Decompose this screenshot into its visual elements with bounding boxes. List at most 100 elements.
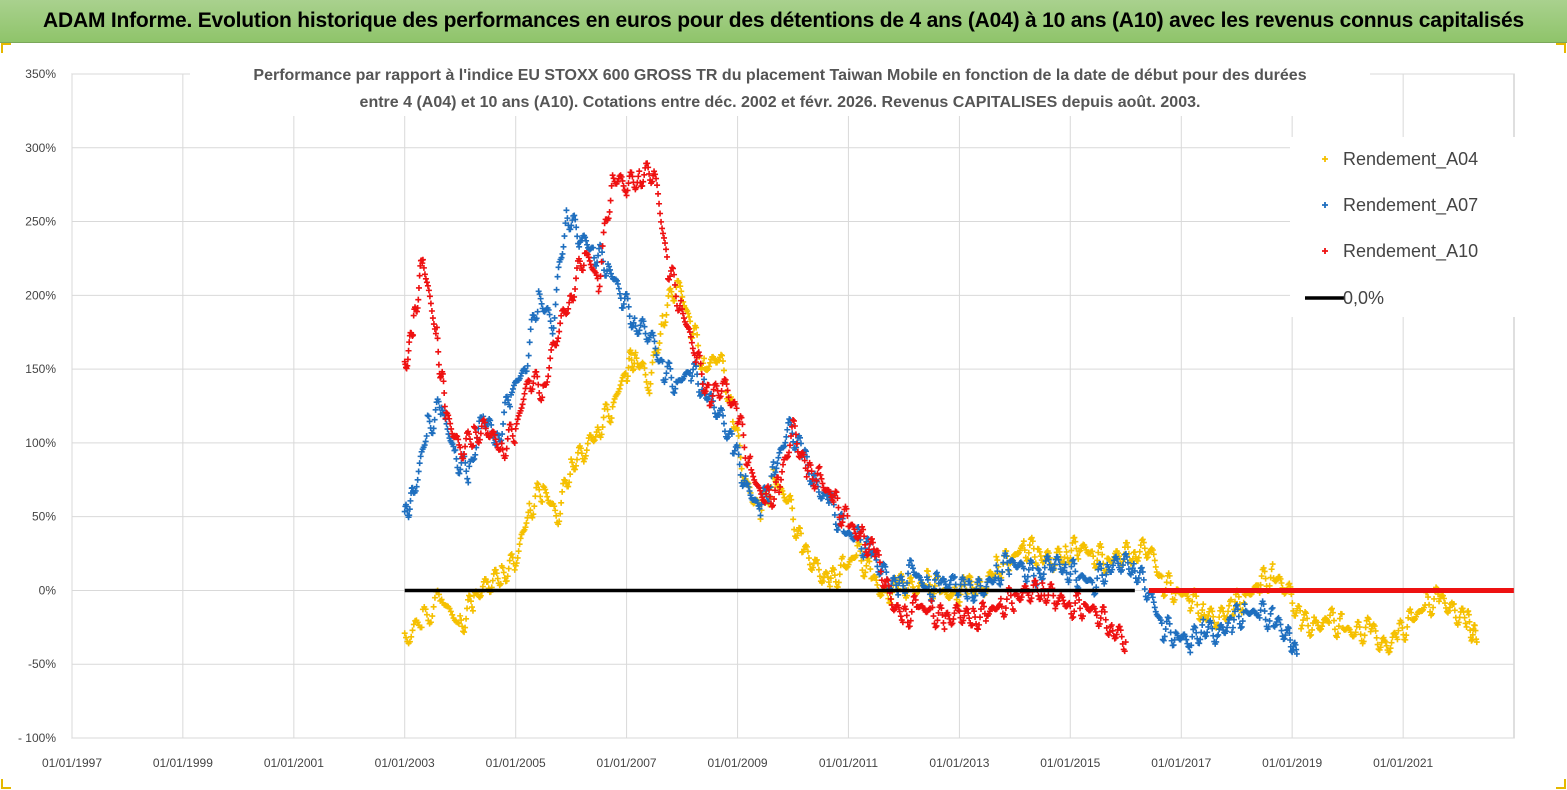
data-point [1113, 631, 1120, 638]
data-point [419, 256, 426, 263]
data-point [573, 462, 580, 469]
data-point [656, 200, 663, 207]
data-point [552, 301, 559, 308]
data-point [539, 498, 546, 505]
data-point [830, 566, 837, 573]
data-point [523, 520, 530, 527]
data-point [707, 402, 714, 409]
legend-label: Rendement_A04 [1343, 149, 1478, 170]
data-point [812, 483, 819, 490]
data-point [1200, 601, 1207, 608]
data-point [540, 483, 547, 490]
data-point [578, 450, 585, 457]
chart-title-line-1: Performance par rapport à l'indice EU ST… [253, 67, 1306, 84]
data-point [462, 459, 469, 466]
data-point [765, 483, 772, 490]
data-point [502, 452, 509, 459]
data-point [1025, 592, 1032, 599]
data-point [438, 404, 445, 411]
data-point [573, 265, 580, 272]
data-point [817, 471, 824, 478]
data-point [896, 580, 903, 587]
data-point [884, 577, 891, 584]
data-point [941, 626, 948, 633]
data-point [836, 514, 843, 521]
y-tick-label: 0% [39, 583, 57, 597]
data-point [574, 233, 581, 240]
data-point [427, 300, 434, 307]
data-point [630, 319, 637, 326]
data-point [907, 557, 914, 564]
data-point [806, 561, 813, 568]
data-point [640, 318, 647, 325]
data-point [1006, 571, 1013, 578]
data-point [883, 569, 890, 576]
data-point [673, 293, 680, 300]
data-point [556, 328, 563, 335]
data-point [538, 300, 545, 307]
data-point [1403, 632, 1410, 639]
data-point [687, 333, 694, 340]
data-point [577, 445, 584, 452]
data-point [609, 172, 616, 179]
data-point [1036, 548, 1043, 555]
data-point [558, 254, 565, 261]
data-point [1097, 560, 1104, 567]
data-point [1229, 629, 1236, 636]
data-point [1117, 627, 1124, 634]
data-point [414, 304, 421, 311]
data-point [649, 178, 656, 185]
data-point [617, 382, 624, 389]
data-point [998, 577, 1005, 584]
data-point [1238, 623, 1245, 630]
data-point [620, 301, 627, 308]
x-tick-label: 01/01/2015 [1040, 756, 1100, 770]
data-point [663, 370, 670, 377]
data-point [1269, 561, 1276, 568]
data-point [1025, 566, 1032, 573]
data-point [565, 483, 572, 490]
data-point [511, 439, 518, 446]
data-point [417, 453, 424, 460]
data-point [566, 299, 573, 306]
data-point [971, 597, 978, 604]
data-point [504, 573, 511, 580]
data-point [1362, 624, 1369, 631]
data-point [414, 476, 421, 483]
data-point [415, 284, 422, 291]
data-point [518, 405, 525, 412]
data-point [717, 393, 724, 400]
x-tick-label: 01/01/2007 [597, 756, 657, 770]
data-point [743, 480, 750, 487]
data-point [1094, 557, 1101, 564]
data-point [500, 569, 507, 576]
data-point [1357, 631, 1364, 638]
data-point [679, 293, 686, 300]
data-point [547, 355, 554, 362]
data-point [1260, 601, 1267, 608]
data-point [533, 368, 540, 375]
data-point [626, 313, 633, 320]
data-point [690, 366, 697, 373]
data-point [1149, 547, 1156, 554]
data-point [435, 398, 442, 405]
data-point [446, 415, 453, 422]
data-point [745, 459, 752, 466]
data-point [903, 612, 910, 619]
data-point [1441, 600, 1448, 607]
data-point [553, 512, 560, 519]
data-point [1144, 554, 1151, 561]
data-point [538, 397, 545, 404]
data-point [1278, 579, 1285, 586]
data-point [955, 591, 962, 598]
data-point [514, 416, 521, 423]
data-point [524, 362, 531, 369]
data-point [756, 505, 763, 512]
data-point [461, 629, 468, 636]
data-point [629, 173, 636, 180]
data-point [657, 330, 664, 337]
data-point [458, 617, 465, 624]
data-point [659, 225, 666, 232]
data-point [809, 476, 816, 483]
data-point [1455, 619, 1462, 626]
